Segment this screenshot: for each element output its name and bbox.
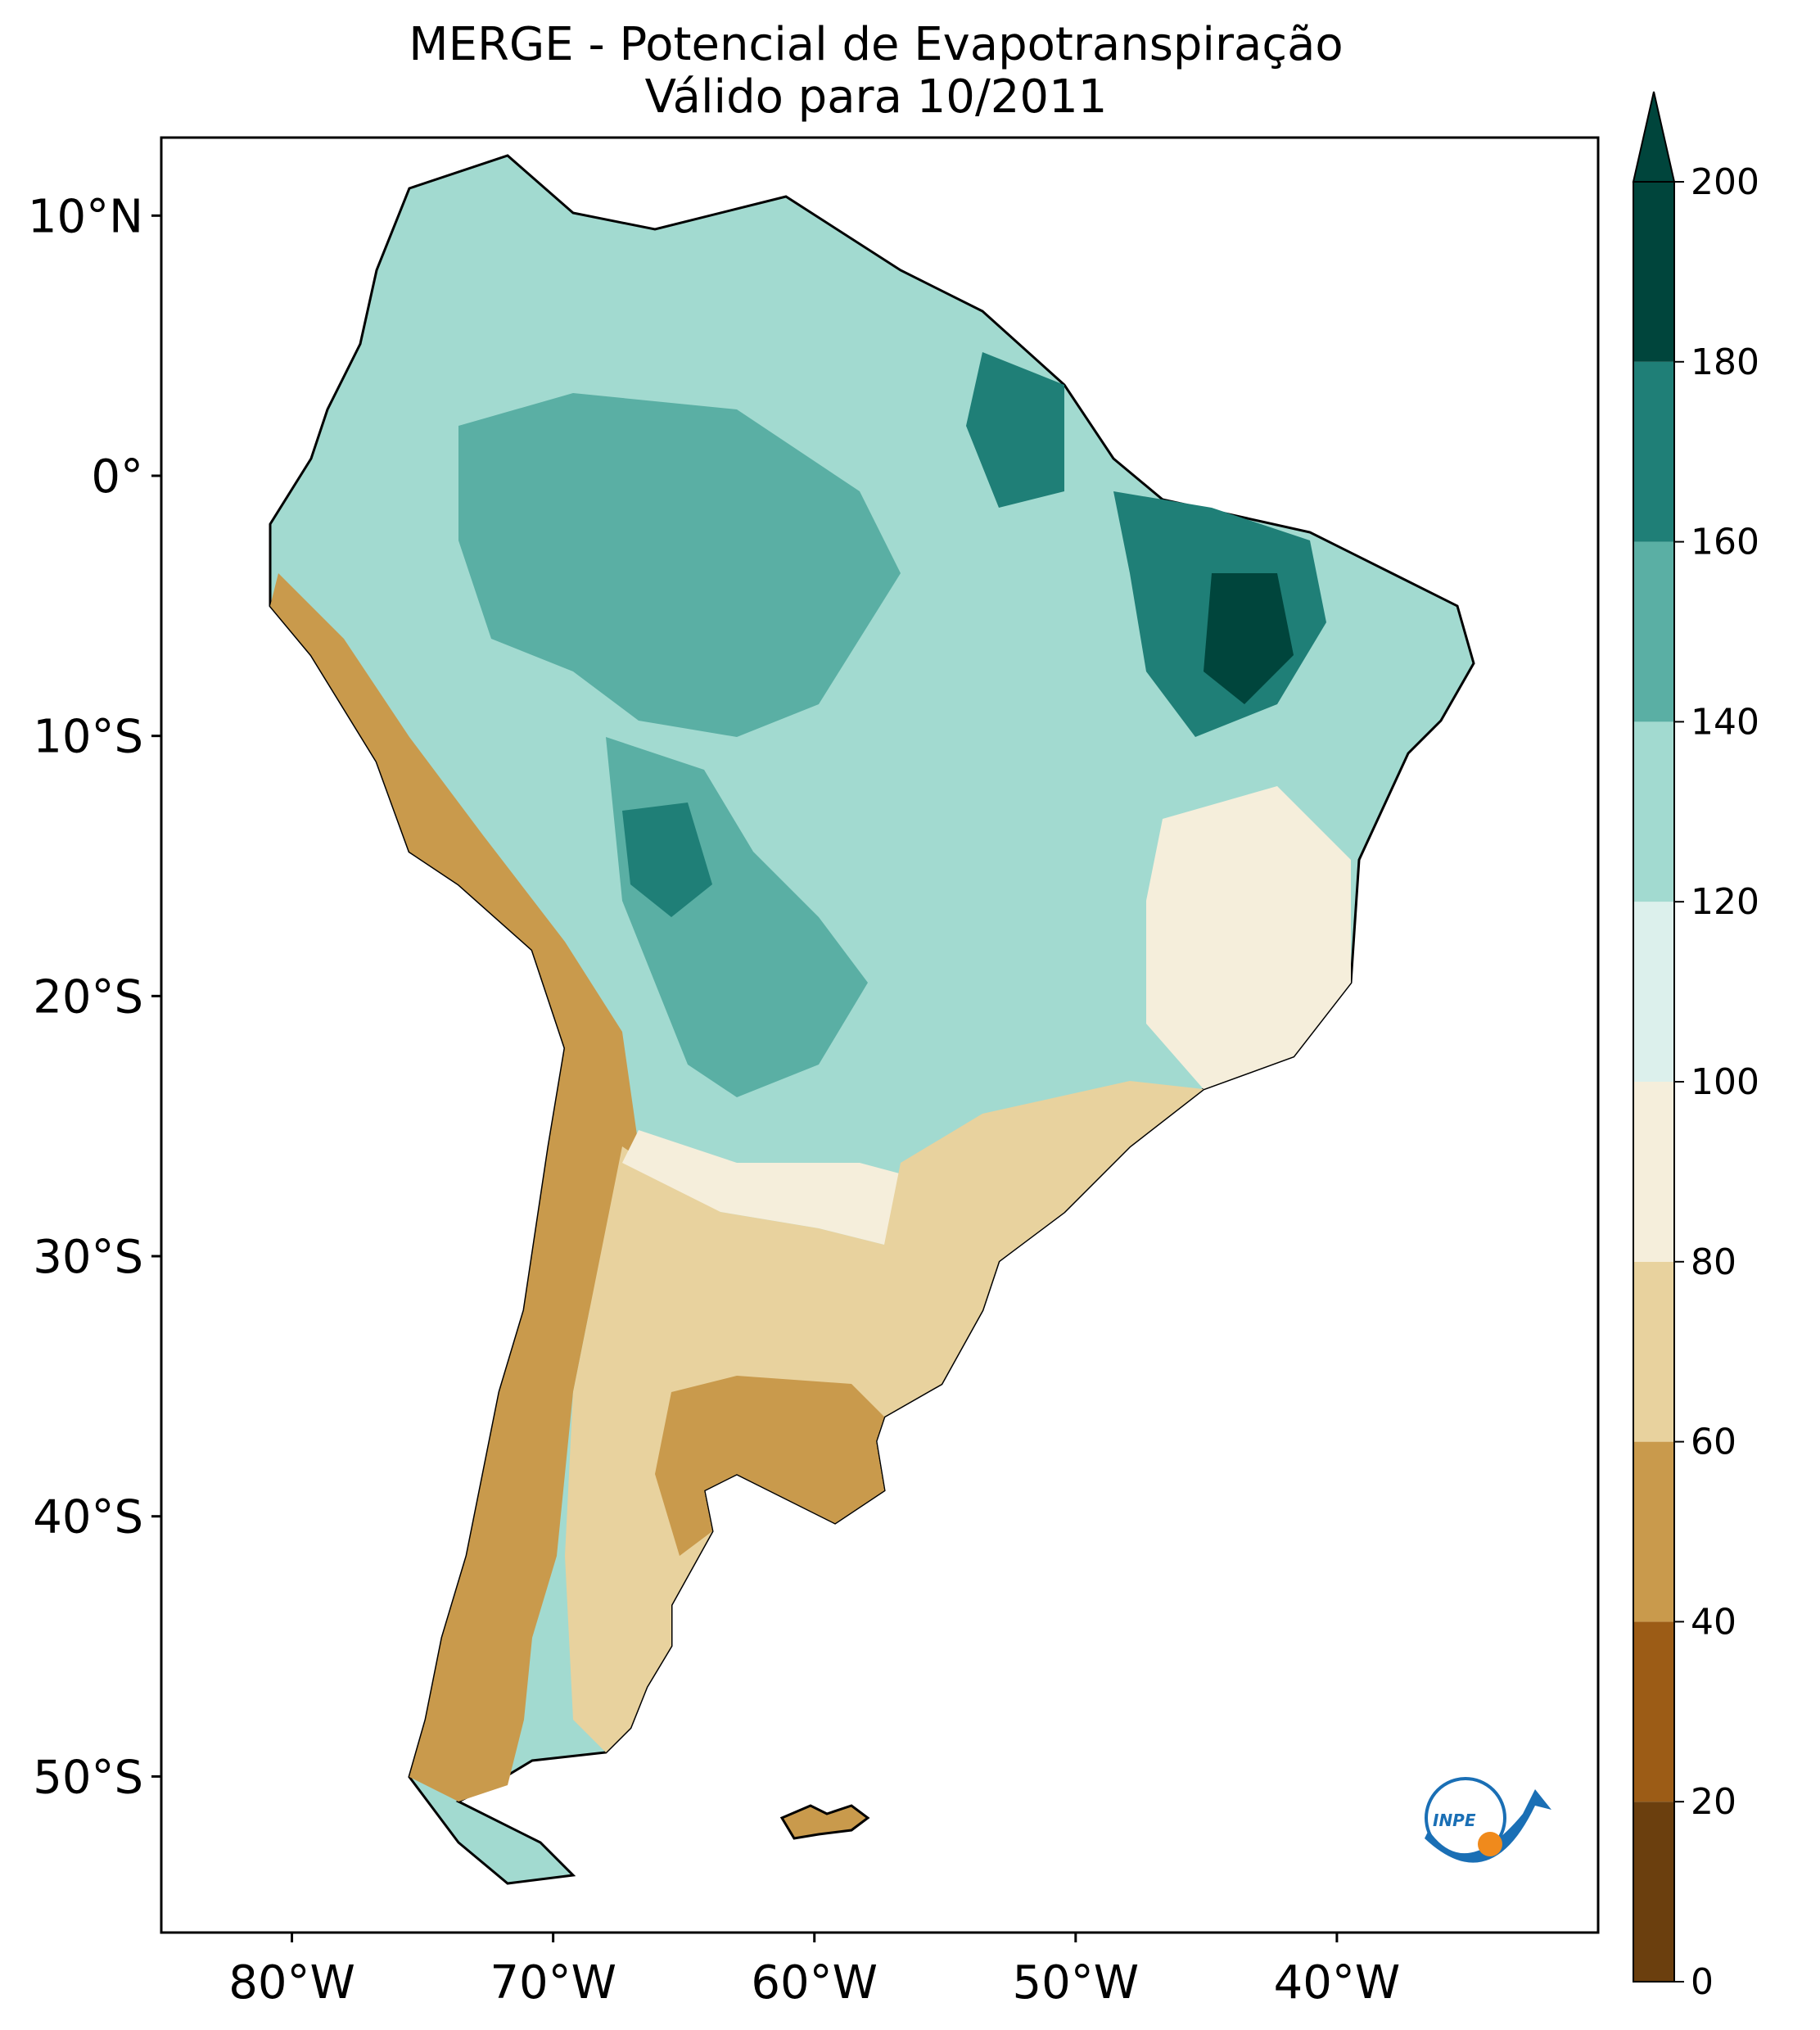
colorbar-segment <box>1633 182 1674 362</box>
lat-tick-label: 0° <box>91 450 143 504</box>
lat-tick-label: 10°N <box>28 190 143 243</box>
lat-tick-label: 10°S <box>33 711 143 764</box>
colorbar-segment <box>1633 541 1674 722</box>
colorbar-segment <box>1633 1261 1674 1442</box>
inpe-logo-sun <box>1478 1832 1502 1856</box>
chart-title-line1: MERGE - Potencial de Evapotranspiração <box>409 18 1344 71</box>
lat-tick-label: 50°S <box>33 1751 143 1804</box>
south-america-landmass <box>269 154 1475 1885</box>
pampas-zone <box>655 1376 884 1556</box>
lat-tick-label: 20°S <box>33 970 143 1024</box>
chart-title-line2: Válido para 10/2011 <box>644 70 1108 124</box>
andes-dry-zone <box>270 573 639 1802</box>
colorbar-tick-label: 140 <box>1691 701 1759 743</box>
colorbar-tick-label: 120 <box>1691 881 1759 923</box>
lon-tick-label: 50°W <box>1012 1956 1139 2010</box>
northeast-core-zone <box>1204 573 1294 704</box>
colorbar-tick-label: 60 <box>1691 1422 1736 1463</box>
colorbar-tick-label: 200 <box>1691 161 1759 203</box>
northeast-brazil-zone <box>1146 786 1351 1089</box>
colorbar-extend-arrow <box>1632 91 1676 183</box>
colorbar-segment <box>1633 1441 1674 1622</box>
inpe-logo: INPE <box>1425 1777 1551 1863</box>
lat-tick-label: 40°S <box>33 1491 143 1544</box>
lon-tick-label: 80°W <box>228 1956 355 2010</box>
colorbar-segment <box>1633 1802 1674 1982</box>
colorbar-tick-label: 0 <box>1691 1961 1714 2003</box>
lon-tick-label: 70°W <box>490 1956 616 2010</box>
amapa-wet-zone <box>966 352 1064 508</box>
lon-tick-label: 40°W <box>1274 1956 1401 2010</box>
colorbar-segment <box>1633 361 1674 542</box>
longitude-axis: 80°W 70°W 60°W 50°W 40°W <box>228 1933 1400 2010</box>
bolivia-wet-zone <box>622 803 712 917</box>
colorbar-tick-label: 180 <box>1691 341 1759 383</box>
colorbar-tick-label: 100 <box>1691 1061 1759 1103</box>
colorbar-segment <box>1633 721 1674 902</box>
colorbar-segment <box>1633 1082 1674 1262</box>
colorbar-tick-label: 160 <box>1691 522 1759 563</box>
lat-tick-label: 30°S <box>33 1231 143 1284</box>
southeast-brazil-zone <box>884 1081 1204 1384</box>
latitude-axis: 10°N 0° 10°S 20°S 30°S 40°S 50°S <box>28 190 161 1804</box>
colorbar-segment <box>1633 902 1674 1082</box>
amazon-wet-zone <box>458 393 901 737</box>
colorbar: 0 20 40 60 80 100 120 140 160 180 200 <box>1632 91 1759 2003</box>
colorbar-tick-label: 80 <box>1691 1241 1736 1283</box>
inpe-logo-text: INPE <box>1433 1811 1476 1830</box>
falkland-islands <box>779 1804 870 1840</box>
colorbar-tick-label: 40 <box>1691 1601 1736 1643</box>
colorbar-tick-label: 20 <box>1691 1781 1736 1823</box>
colorbar-segment <box>1633 1621 1674 1802</box>
lon-tick-label: 60°W <box>751 1956 878 2010</box>
